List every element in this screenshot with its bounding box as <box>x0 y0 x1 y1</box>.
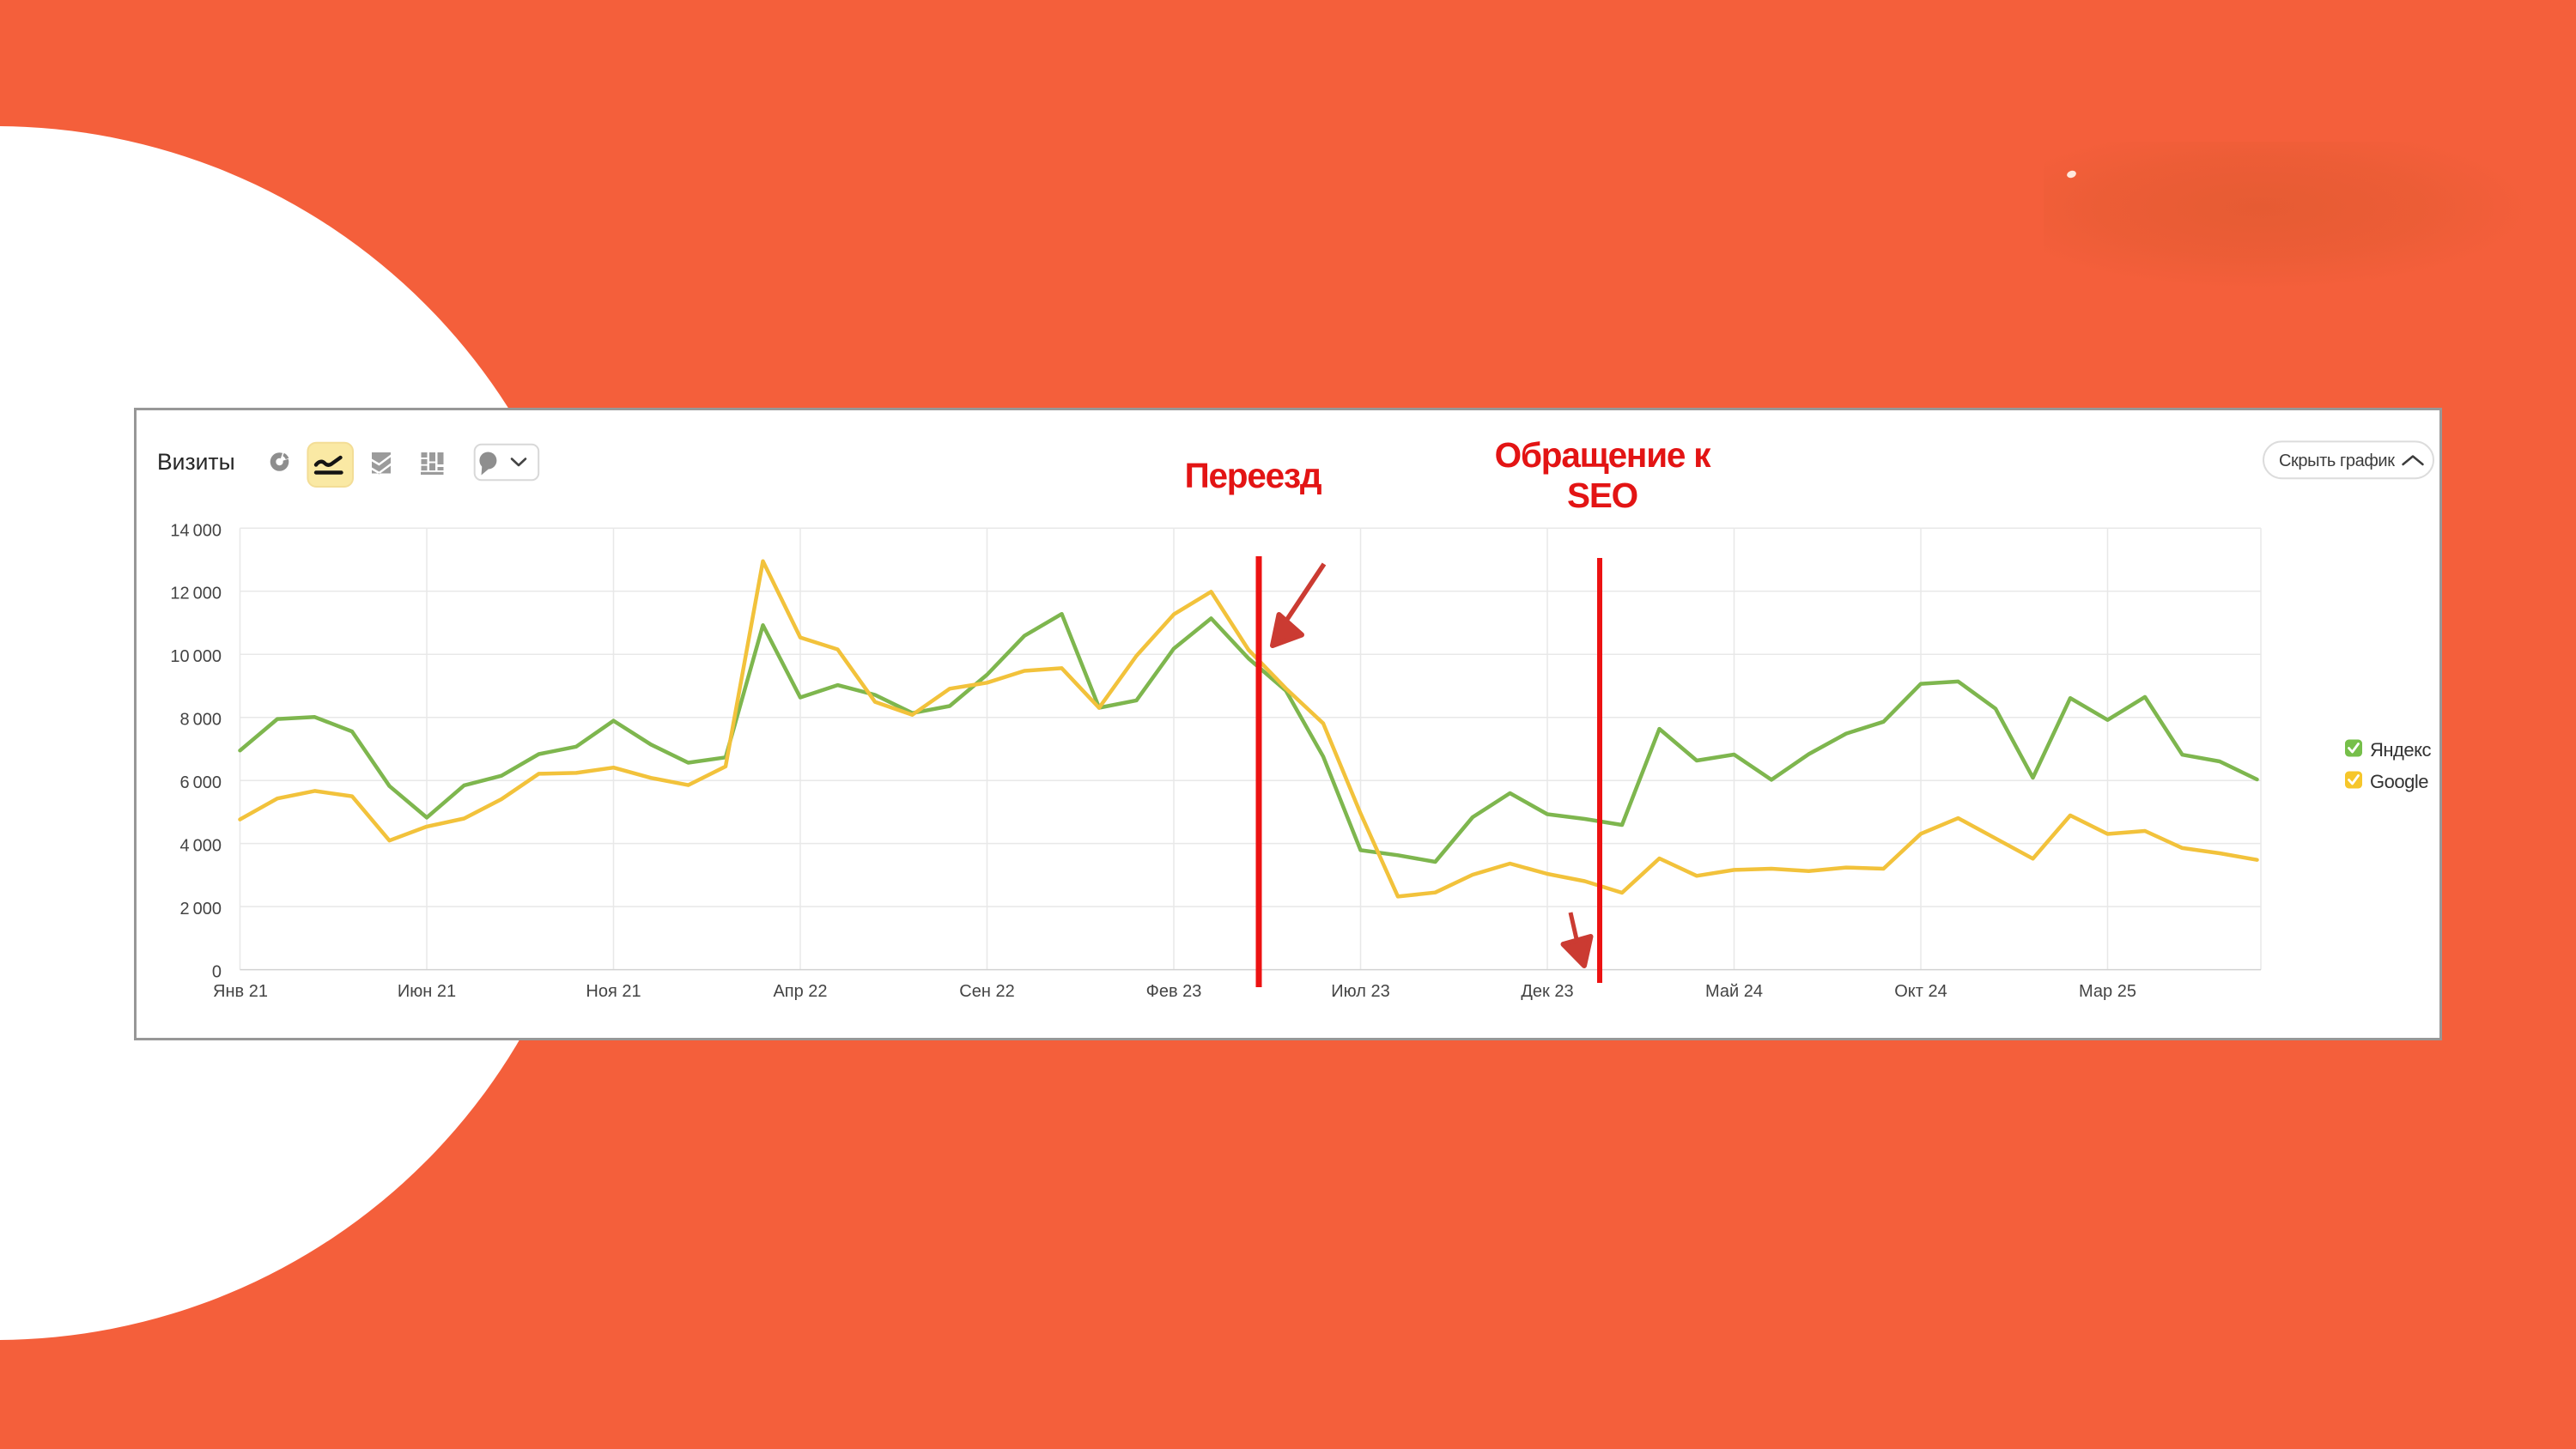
svg-text:6 000: 6 000 <box>180 773 222 792</box>
svg-text:Обращение к: Обращение к <box>1495 435 1712 475</box>
svg-text:14 000: 14 000 <box>170 521 222 540</box>
svg-text:Яндекс: Яндекс <box>2370 739 2431 761</box>
svg-text:SEO: SEO <box>1567 476 1637 515</box>
svg-text:0: 0 <box>212 963 222 982</box>
svg-text:4 000: 4 000 <box>180 837 222 856</box>
svg-text:Окт 24: Окт 24 <box>1894 982 1947 1001</box>
svg-text:Скрыть график: Скрыть график <box>2279 452 2395 470</box>
svg-text:2 000: 2 000 <box>180 900 222 919</box>
svg-text:Фев 23: Фев 23 <box>1146 982 1202 1001</box>
svg-text:Ноя 21: Ноя 21 <box>586 982 641 1001</box>
svg-text:Переезд: Переезд <box>1185 456 1321 495</box>
svg-text:Июн 21: Июн 21 <box>398 982 456 1001</box>
svg-text:10 000: 10 000 <box>170 647 222 666</box>
svg-text:Мар 25: Мар 25 <box>2079 982 2136 1001</box>
svg-text:Сен 22: Сен 22 <box>959 982 1014 1001</box>
svg-text:12 000: 12 000 <box>170 585 222 603</box>
svg-text:Апр 22: Апр 22 <box>773 982 827 1001</box>
svg-text:Май 24: Май 24 <box>1705 982 1763 1001</box>
svg-text:Визиты: Визиты <box>157 449 235 475</box>
svg-text:8 000: 8 000 <box>180 711 222 730</box>
svg-text:Дек 23: Дек 23 <box>1521 982 1573 1001</box>
svg-text:Июл 23: Июл 23 <box>1331 982 1389 1001</box>
svg-text:Янв 21: Янв 21 <box>213 982 268 1001</box>
svg-text:Google: Google <box>2370 771 2428 792</box>
